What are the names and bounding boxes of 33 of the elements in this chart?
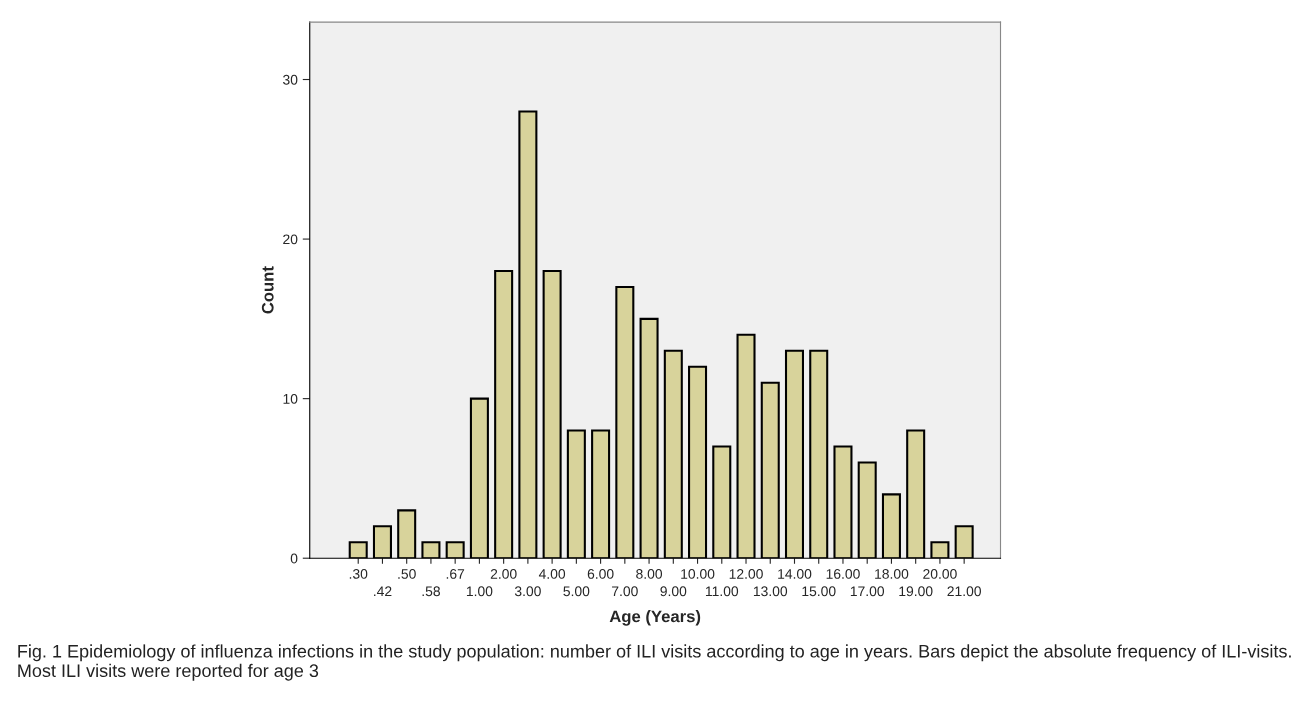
x-tick-label: 3.00 [514, 586, 541, 597]
y-tick-label: 0 [290, 553, 298, 564]
y-axis-title: Count [261, 266, 274, 314]
caption: Fig. 1 Epidemiology of influenza infections in the study population: number of ILI visits according to age in years. Bars depict the absolute frequency of ILI-visits. Most ILI visits were reported for age 3 [18, 644, 1291, 681]
x-tick-label: 19.00 [899, 586, 933, 597]
x-tick-label: 21.00 [947, 586, 981, 597]
x-tick-label: 13.00 [753, 586, 788, 597]
x-tick-label: .58 [422, 586, 440, 597]
x-axis-title: Age (Years) [609, 610, 701, 626]
x-tick-label: .67 [446, 568, 465, 579]
x-tick-label: 20.00 [923, 568, 957, 579]
x-tick-label: .50 [398, 568, 416, 579]
x-tick-label: 12.00 [729, 568, 763, 579]
x-tick-label: 10.00 [681, 568, 715, 579]
x-tick-label: 1.00 [466, 586, 493, 597]
x-tick-label: 8.00 [636, 568, 663, 579]
x-tick-label: 9.00 [660, 586, 687, 597]
y-tick-label: 30 [283, 74, 298, 85]
x-tick-label: 4.00 [538, 568, 566, 579]
x-tick-label: 11.00 [705, 586, 739, 597]
x-tick-label: 14.00 [778, 568, 812, 579]
x-tick-label: 7.00 [612, 586, 638, 597]
x-tick-label: 16.00 [826, 568, 860, 579]
y-tick-label: 10 [283, 393, 298, 404]
x-tick-label: .42 [374, 586, 392, 597]
x-tick-label: .30 [349, 568, 368, 579]
y-tick-label: 20 [283, 234, 298, 245]
x-tick-label: 18.00 [875, 568, 909, 579]
x-tick-label: 17.00 [850, 586, 885, 597]
x-tick-label: 5.00 [563, 586, 590, 597]
x-tick-label: 2.00 [490, 568, 517, 579]
x-tick-label: 15.00 [802, 586, 836, 597]
x-tick-label: 6.00 [587, 568, 614, 579]
